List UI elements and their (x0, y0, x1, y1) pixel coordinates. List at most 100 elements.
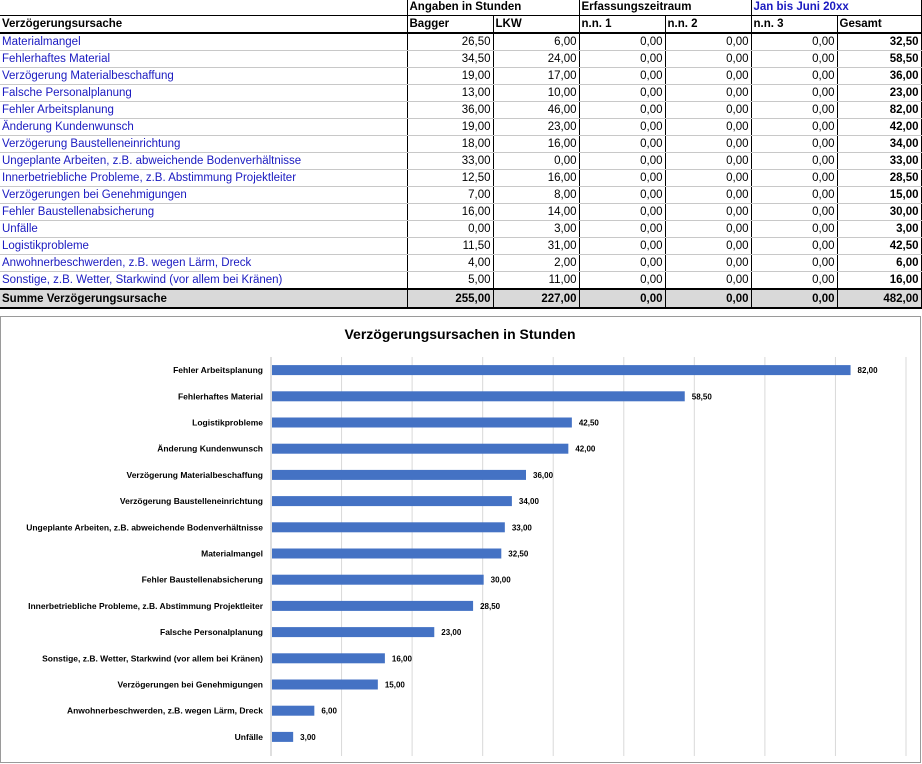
cause-cell[interactable]: Innerbetriebliche Probleme, z.B. Abstimm… (0, 169, 408, 187)
cause-cell[interactable]: Verzögerung Baustelleneinrichtung (0, 135, 408, 153)
value-cell[interactable]: 0,00 (579, 220, 666, 238)
value-cell[interactable]: 0,00 (665, 67, 752, 85)
value-cell[interactable]: 13,00 (407, 84, 494, 102)
value-cell[interactable]: 0,00 (665, 84, 752, 102)
total-cell[interactable]: 30,00 (837, 203, 922, 221)
bar[interactable] (272, 548, 502, 559)
total-cell[interactable]: 3,00 (837, 220, 922, 238)
value-cell[interactable]: 0,00 (579, 237, 666, 255)
bar[interactable] (272, 731, 294, 742)
value-cell[interactable]: 0,00 (751, 169, 838, 187)
total-cell[interactable]: 23,00 (837, 84, 922, 102)
value-cell[interactable]: 24,00 (493, 50, 580, 68)
header-nn1[interactable]: n.n. 1 (579, 15, 666, 34)
value-cell[interactable]: 0,00 (665, 152, 752, 170)
value-cell[interactable]: 0,00 (751, 254, 838, 272)
value-cell[interactable]: 0,00 (665, 169, 752, 187)
value-cell[interactable]: 0,00 (579, 271, 666, 290)
total-cell[interactable]: 58,50 (837, 50, 922, 68)
value-cell[interactable]: 0,00 (579, 101, 666, 119)
value-cell[interactable]: 0,00 (665, 271, 752, 290)
bar[interactable] (272, 522, 505, 533)
sum-value-cell[interactable]: 0,00 (665, 288, 752, 309)
value-cell[interactable]: 0,00 (579, 33, 666, 51)
value-cell[interactable]: 34,50 (407, 50, 494, 68)
cause-cell[interactable]: Anwohnerbeschwerden, z.B. wegen Lärm, Dr… (0, 254, 408, 272)
cause-cell[interactable]: Verzögerungen bei Genehmigungen (0, 186, 408, 204)
cause-cell[interactable]: Fehler Baustellenabsicherung (0, 203, 408, 221)
cause-cell[interactable]: Fehlerhaftes Material (0, 50, 408, 68)
total-cell[interactable]: 16,00 (837, 271, 922, 290)
value-cell[interactable]: 18,00 (407, 135, 494, 153)
value-cell[interactable]: 0,00 (579, 186, 666, 204)
value-cell[interactable]: 11,50 (407, 237, 494, 255)
chart-area[interactable]: Verzögerungsursachen in Stunden Fehler Ar… (0, 316, 921, 763)
bar[interactable] (272, 417, 572, 428)
value-cell[interactable]: 3,00 (493, 220, 580, 238)
total-cell[interactable]: 15,00 (837, 186, 922, 204)
total-cell[interactable]: 42,50 (837, 237, 922, 255)
header-bagger[interactable]: Bagger (407, 15, 494, 34)
value-cell[interactable]: 0,00 (579, 84, 666, 102)
value-cell[interactable]: 0,00 (407, 220, 494, 238)
value-cell[interactable]: 0,00 (665, 220, 752, 238)
cause-cell[interactable]: Falsche Personalplanung (0, 84, 408, 102)
bar[interactable] (272, 443, 569, 454)
cause-cell[interactable]: Logistikprobleme (0, 237, 408, 255)
header-nn2[interactable]: n.n. 2 (665, 15, 752, 34)
cause-cell[interactable]: Unfälle (0, 220, 408, 238)
value-cell[interactable]: 0,00 (493, 152, 580, 170)
cause-cell[interactable]: Fehler Arbeitsplanung (0, 101, 408, 119)
value-cell[interactable]: 12,50 (407, 169, 494, 187)
value-cell[interactable]: 16,00 (407, 203, 494, 221)
cause-cell[interactable]: Sonstige, z.B. Wetter, Starkwind (vor al… (0, 271, 408, 290)
cause-cell[interactable]: Verzögerung Materialbeschaffung (0, 67, 408, 85)
value-cell[interactable]: 0,00 (665, 254, 752, 272)
sum-value-cell[interactable]: 227,00 (493, 288, 580, 309)
total-cell[interactable]: 82,00 (837, 101, 922, 119)
value-cell[interactable]: 0,00 (579, 169, 666, 187)
value-cell[interactable]: 0,00 (751, 186, 838, 204)
value-cell[interactable]: 0,00 (665, 101, 752, 119)
bar[interactable] (272, 653, 385, 664)
cause-cell[interactable]: Materialmangel (0, 33, 408, 51)
value-cell[interactable]: 0,00 (751, 271, 838, 290)
cause-cell[interactable]: Änderung Kundenwunsch (0, 118, 408, 136)
value-cell[interactable]: 0,00 (751, 67, 838, 85)
value-cell[interactable]: 0,00 (665, 118, 752, 136)
value-cell[interactable]: 0,00 (751, 50, 838, 68)
value-cell[interactable]: 19,00 (407, 118, 494, 136)
bar[interactable] (272, 391, 685, 402)
value-cell[interactable]: 31,00 (493, 237, 580, 255)
total-cell[interactable]: 34,00 (837, 135, 922, 153)
sum-label[interactable]: Summe Verzögerungsursache (0, 288, 408, 309)
sum-value-cell[interactable]: 255,00 (407, 288, 494, 309)
value-cell[interactable]: 8,00 (493, 186, 580, 204)
value-cell[interactable]: 7,00 (407, 186, 494, 204)
total-cell[interactable]: 6,00 (837, 254, 922, 272)
total-cell[interactable]: 33,00 (837, 152, 922, 170)
value-cell[interactable]: 5,00 (407, 271, 494, 290)
value-cell[interactable]: 0,00 (751, 220, 838, 238)
bar[interactable] (272, 627, 435, 638)
top-cell-0[interactable] (0, 0, 408, 16)
bar[interactable] (272, 574, 484, 585)
value-cell[interactable]: 2,00 (493, 254, 580, 272)
bar[interactable] (272, 496, 512, 507)
bar[interactable] (272, 679, 378, 690)
value-cell[interactable]: 17,00 (493, 67, 580, 85)
value-cell[interactable]: 0,00 (579, 135, 666, 153)
sum-total-cell[interactable]: 482,00 (837, 288, 922, 309)
value-cell[interactable]: 23,00 (493, 118, 580, 136)
bar[interactable] (272, 600, 474, 611)
value-cell[interactable]: 0,00 (665, 33, 752, 51)
total-cell[interactable]: 42,00 (837, 118, 922, 136)
sum-value-cell[interactable]: 0,00 (579, 288, 666, 309)
value-cell[interactable]: 0,00 (579, 203, 666, 221)
value-cell[interactable]: 0,00 (665, 135, 752, 153)
value-cell[interactable]: 0,00 (579, 50, 666, 68)
value-cell[interactable]: 10,00 (493, 84, 580, 102)
value-cell[interactable]: 0,00 (751, 101, 838, 119)
total-cell[interactable]: 36,00 (837, 67, 922, 85)
bar[interactable] (272, 365, 851, 376)
